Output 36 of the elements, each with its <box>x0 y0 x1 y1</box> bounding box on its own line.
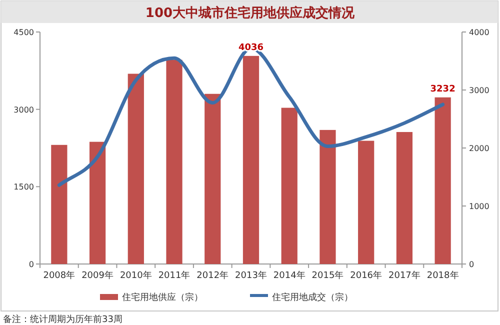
x-tick-label: 2013年 <box>235 270 267 281</box>
bar <box>51 144 68 264</box>
y-tick-label: 0 <box>28 260 34 269</box>
x-tick-label: 2017年 <box>388 270 420 281</box>
bar <box>281 108 298 264</box>
y2-tick-label: 2000 <box>469 144 490 153</box>
bar <box>320 130 336 264</box>
bar <box>89 142 106 264</box>
bar <box>358 140 374 264</box>
bar <box>204 94 221 264</box>
x-tick-label: 2016年 <box>350 270 382 281</box>
x-tick-label: 2018年 <box>426 270 459 281</box>
text: 备注：统计周期为历年前33周 <box>3 314 122 325</box>
bar <box>128 74 144 264</box>
x-tick-label: 2010年 <box>120 270 152 281</box>
title: 100大中城市住宅用地供应成交情况 <box>145 6 355 21</box>
y2-tick-label: 1000 <box>469 202 490 211</box>
x-tick-label: 2015年 <box>312 270 344 281</box>
y2-tick-label: 3000 <box>469 86 490 95</box>
bar <box>434 97 451 264</box>
x-tick-label: 2014年 <box>273 270 306 281</box>
x-tick-label: 2012年 <box>196 270 229 281</box>
legend-label: 住宅用地成交（宗） <box>272 292 353 303</box>
bar <box>166 60 182 264</box>
x-tick-label: 2008年 <box>43 270 76 281</box>
data-label: 3232 <box>430 84 456 94</box>
x-tick-label: 2011年 <box>158 270 190 281</box>
x-tick-label: 2009年 <box>82 270 114 281</box>
y-tick-label: 1500 <box>14 182 34 192</box>
y2-tick-label: 4000 <box>469 28 490 37</box>
bar <box>396 132 413 264</box>
bar <box>242 56 260 264</box>
y-tick-label: 3000 <box>14 105 34 114</box>
y2-tick-label: 0 <box>469 260 474 269</box>
y-tick-label: 4500 <box>14 28 34 37</box>
legend-label: 住宅用地供应（宗） <box>122 292 203 303</box>
